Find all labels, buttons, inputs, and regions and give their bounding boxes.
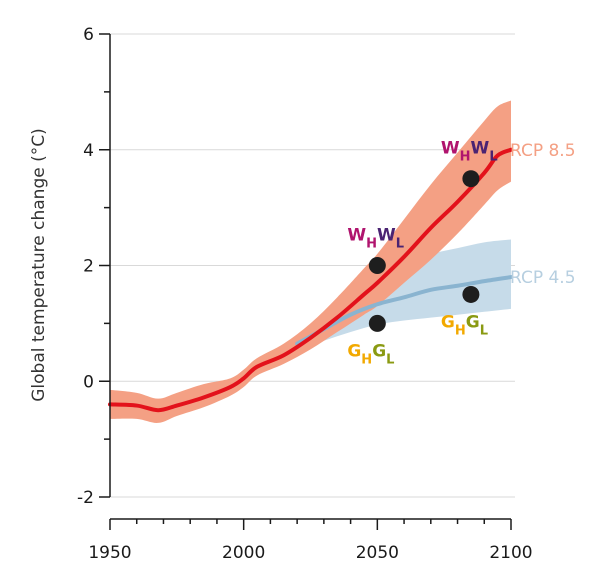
gridlines (110, 33, 515, 498)
x-tick-label: 2000 (222, 543, 265, 563)
annotation-part: L (480, 323, 488, 338)
annotation-gh-gl: GHGL (347, 341, 394, 367)
scenario-point (462, 170, 480, 188)
y-tick-label: 4 (83, 141, 94, 161)
annotation-part: G (466, 312, 480, 332)
label-rcp-8-5: RCP 8.5 (510, 141, 576, 161)
y-tick-label: 0 (83, 372, 94, 392)
y-axis-title: Global temperature change (°C) (29, 128, 49, 402)
y-axis: -2 0 2 4 6 (77, 25, 111, 508)
annotation-part: W (471, 139, 490, 159)
series-labels: RCP 8.5 RCP 4.5 (510, 141, 576, 288)
x-tick-label: 2050 (356, 543, 399, 563)
x-axis: 1950 2000 2050 2100 (88, 518, 533, 563)
y-tick-label: 2 (83, 257, 94, 277)
annotation-part: G (347, 341, 361, 361)
label-rcp-4-5: RCP 4.5 (510, 268, 576, 288)
annotation-part: W (347, 226, 366, 246)
annotation-part: L (489, 150, 497, 165)
annotation-wh-wl: WHWL (347, 226, 404, 252)
annotation-part: G (372, 341, 386, 361)
annotation-wh-wl: WHWL (441, 139, 498, 165)
annotation-gh-gl: GHGL (441, 312, 488, 338)
uncertainty-bands (110, 100, 511, 423)
annotation-part: H (361, 352, 372, 367)
scenario-point (368, 314, 386, 332)
annotation-part: G (441, 312, 455, 332)
annotation-part: L (396, 237, 404, 252)
y-tick-label: -2 (77, 488, 94, 508)
annotation-part: H (366, 237, 377, 252)
x-tick-label: 2100 (489, 543, 532, 563)
annotation-part: W (377, 226, 396, 246)
annotation-part: W (441, 139, 460, 159)
x-tick-label: 1950 (88, 543, 131, 563)
scenario-point (368, 257, 386, 274)
y-tick-label: 6 (83, 25, 94, 45)
line-rcp-4-5 (295, 275, 513, 346)
series-lines (108, 147, 513, 413)
annotation-part: L (386, 352, 394, 367)
line-rcp-8-5 (108, 147, 513, 413)
annotation-part: H (455, 323, 466, 338)
annotation-part: H (460, 150, 471, 165)
scenario-point (462, 285, 480, 303)
